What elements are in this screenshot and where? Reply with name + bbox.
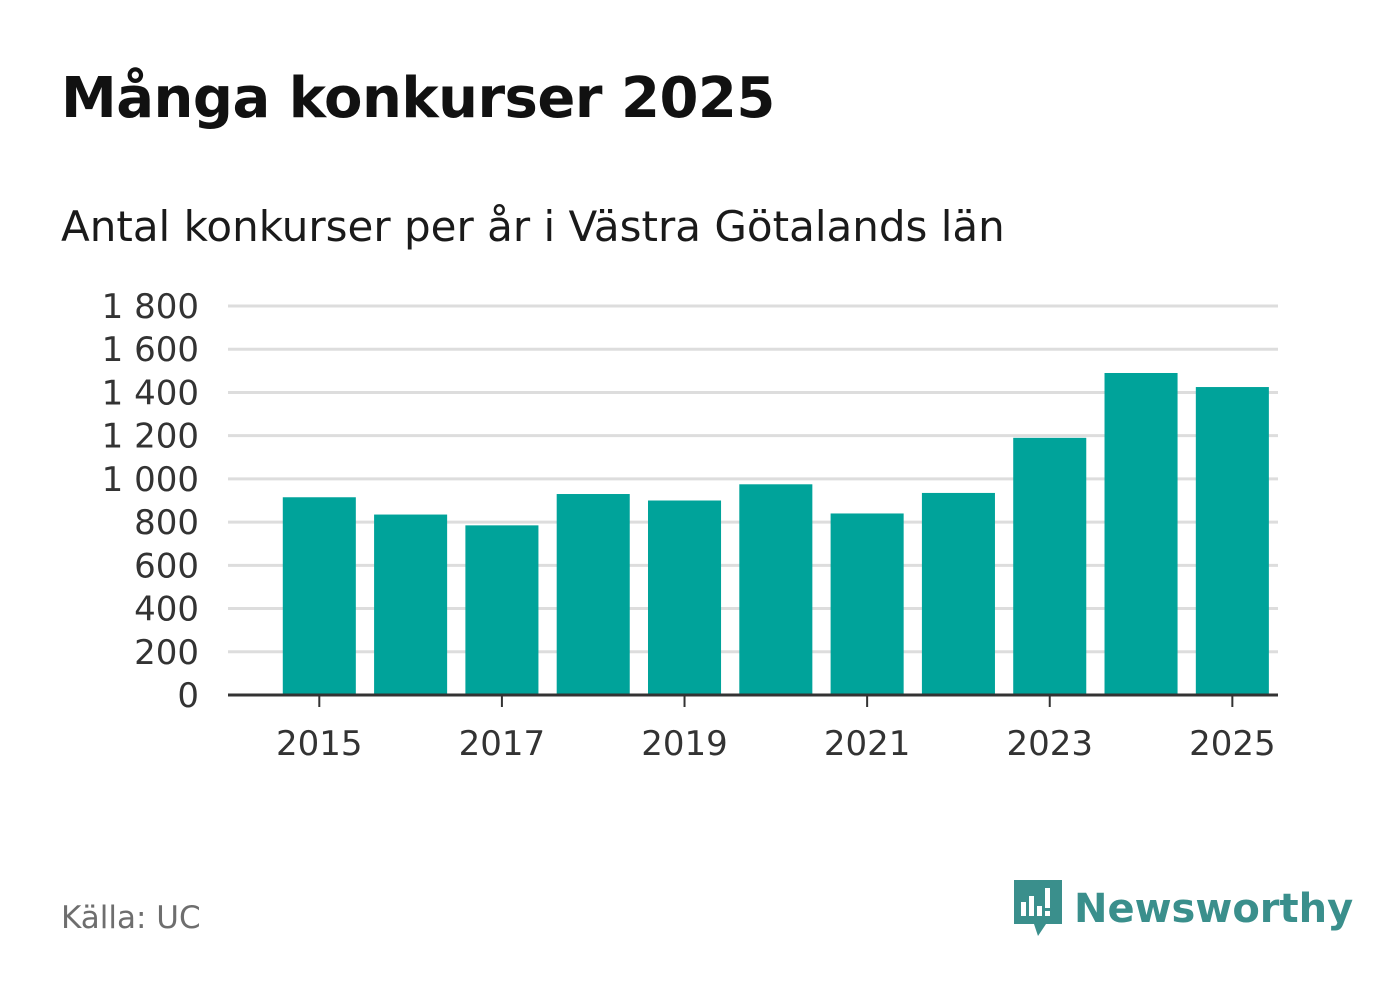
bars (282, 372, 1269, 695)
bar-2024 (1104, 372, 1178, 695)
bar-2025 (1195, 387, 1269, 695)
bar-2017 (465, 525, 539, 695)
y-tick-label: 1 400 (102, 373, 199, 413)
y-tick-label: 1 800 (102, 287, 199, 327)
x-tick-label: 2021 (824, 724, 911, 764)
chart-subtitle: Antal konkurser per år i Västra Götaland… (61, 202, 1005, 251)
y-tick-label: 1 000 (102, 460, 199, 500)
x-tick-label: 2025 (1189, 724, 1276, 764)
y-tick-label: 200 (134, 633, 199, 673)
bar-2015 (282, 497, 356, 695)
bar-2021 (830, 513, 904, 695)
y-tick-label: 1 600 (102, 330, 199, 370)
y-tick-label: 600 (134, 546, 199, 586)
y-tick-label: 800 (134, 503, 199, 543)
y-tick-label: 400 (134, 590, 199, 630)
axes (228, 693, 1278, 707)
x-tick-label: 2015 (276, 724, 363, 764)
bar-2016 (374, 514, 448, 695)
newsworthy-logo-icon (1014, 880, 1062, 936)
bar-2018 (556, 494, 630, 695)
source-note: Källa: UC (61, 900, 201, 936)
bar-2023 (1013, 437, 1087, 695)
y-tick-label: 0 (177, 676, 199, 716)
newsworthy-logo: Newsworthy (1010, 878, 1353, 940)
bar-2019 (648, 500, 722, 695)
bar-2020 (739, 484, 813, 695)
x-tick-label: 2019 (641, 724, 728, 764)
y-tick-label: 1 200 (102, 417, 199, 457)
chart-title: Många konkurser 2025 (61, 66, 775, 131)
brand-name: Newsworthy (1074, 886, 1354, 932)
x-tick-label: 2023 (1006, 724, 1093, 764)
x-tick-label: 2017 (459, 724, 546, 764)
bar-2022 (921, 492, 995, 695)
